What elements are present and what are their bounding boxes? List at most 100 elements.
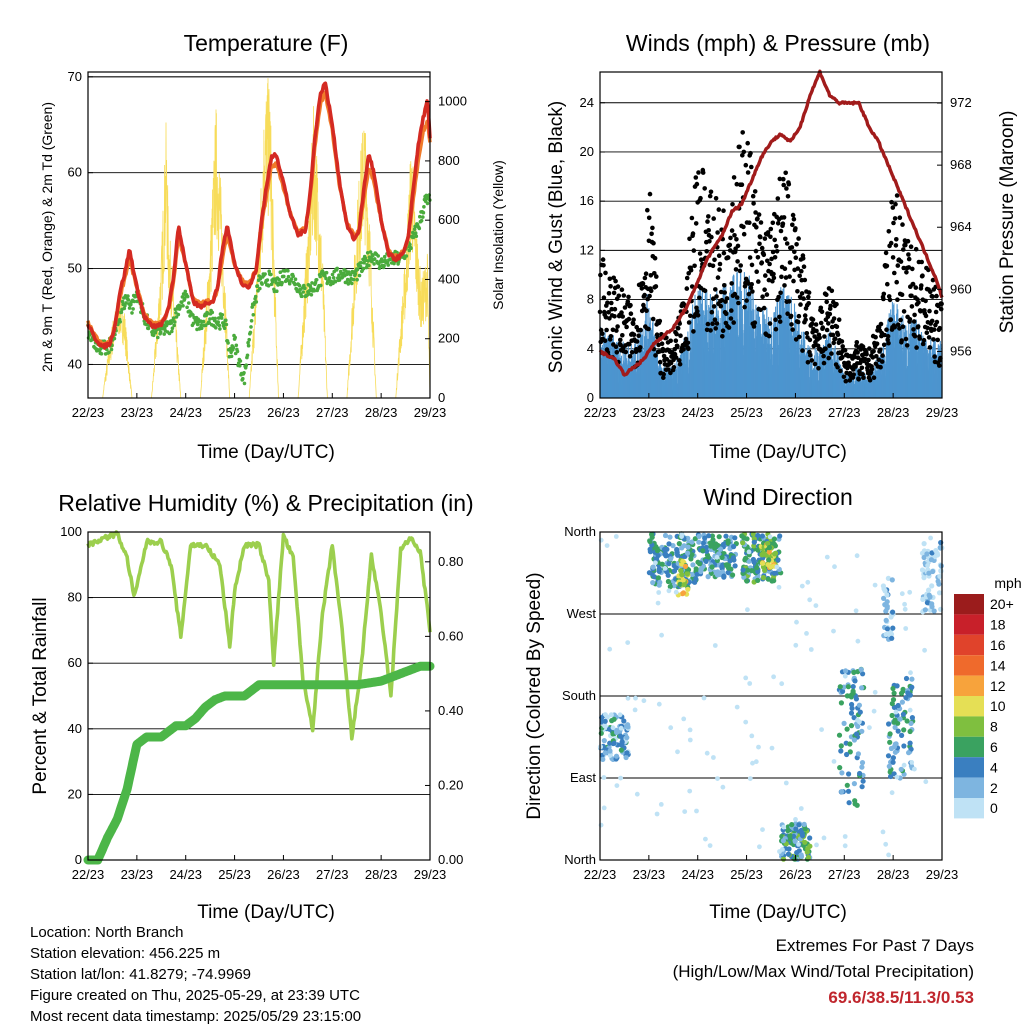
temperature-xtick-label: 29/23	[414, 405, 447, 420]
wind-gust-point	[646, 215, 652, 221]
wind-gust-point	[910, 266, 915, 272]
wind-gust-point	[704, 327, 710, 333]
direction-point	[838, 743, 844, 749]
wind-gust-point	[809, 321, 815, 327]
direction-point	[799, 583, 805, 589]
wind-gust-point	[816, 366, 821, 371]
direction-point	[772, 543, 779, 549]
wind-gust-point	[923, 298, 928, 304]
wind-gust-point	[878, 364, 883, 370]
direction-point	[844, 751, 850, 758]
wind-gust-point	[710, 321, 715, 327]
wind-gust-point	[750, 193, 756, 199]
direction-point	[624, 750, 630, 756]
wind-gust-point	[789, 322, 794, 327]
direction-point	[924, 600, 931, 606]
wind-gust-point	[741, 149, 747, 155]
wind-gust-point	[609, 306, 614, 312]
dewpoint-point	[214, 326, 218, 330]
direction-point	[693, 566, 699, 572]
humidity-xlabel: Time (Day/UTC)	[197, 902, 335, 923]
extremes-title: Extremes For Past 7 Days	[775, 936, 974, 955]
direction-point	[681, 543, 687, 549]
dewpoint-point	[372, 257, 377, 261]
wind-gust-point	[693, 175, 699, 180]
dewpoint-point	[107, 350, 111, 355]
winds-frame	[599, 71, 943, 399]
wind-gust-point	[810, 317, 816, 322]
wind-gust-point	[749, 164, 754, 170]
wind-gust-point	[869, 366, 875, 372]
direction-point	[844, 726, 850, 732]
humidity-ytick-label: 40	[68, 721, 82, 736]
temperature-ytick-right-label: 200	[438, 331, 460, 346]
wind-gust-point	[717, 267, 722, 272]
direction-point	[854, 553, 860, 559]
wind-gust-point	[652, 271, 657, 276]
wind-gust-point	[890, 205, 896, 210]
dewpoint-point	[335, 266, 340, 271]
winds-xtick-label: 23/23	[633, 405, 666, 420]
wind-gust-point	[736, 300, 741, 306]
direction-point	[680, 590, 687, 596]
dewpoint-point	[156, 335, 160, 340]
wind-gust-point	[640, 281, 646, 287]
direction-point	[725, 538, 731, 544]
wind-gust-point	[806, 294, 811, 300]
wind-gust-point	[885, 281, 890, 287]
wind-gust-point	[614, 328, 619, 333]
wind-gust-point	[778, 290, 783, 296]
direction-point	[601, 738, 607, 744]
direction-xtick-label: 29/23	[926, 867, 959, 882]
direction-point	[602, 718, 608, 724]
wind-gust-point	[829, 324, 835, 330]
wind-gust-point	[774, 249, 780, 254]
direction-point	[894, 683, 900, 689]
wind-gust-point	[784, 241, 790, 246]
direction-point	[857, 709, 863, 715]
direction-point	[793, 826, 799, 832]
direction-point	[759, 552, 765, 558]
direction-point	[937, 573, 943, 579]
wind-gust-point	[786, 299, 792, 304]
winds-ytick-right-label: 972	[950, 95, 972, 110]
wind-gust-point	[704, 249, 709, 254]
wind-gust-point	[874, 341, 880, 347]
direction-point	[709, 533, 716, 539]
wind-gust-point	[805, 360, 811, 365]
wind-gust-point	[881, 291, 887, 297]
wind-gust-point	[627, 341, 632, 347]
dewpoint-point	[260, 282, 264, 286]
temperature-ytick-label: 40	[68, 356, 82, 371]
direction-point	[681, 582, 687, 588]
direction-point	[892, 749, 899, 755]
wind-gust-point	[784, 186, 789, 191]
direction-point	[907, 728, 913, 735]
wind-gust-point	[841, 374, 847, 380]
dewpoint-point	[418, 214, 422, 219]
wind-gust-point	[619, 310, 624, 315]
dewpoint-point	[109, 347, 114, 352]
direction-point	[656, 568, 662, 575]
direction-point	[766, 557, 772, 563]
dewpoint-point	[250, 305, 254, 309]
direction-point	[785, 828, 791, 834]
wind-gust-point	[668, 360, 674, 366]
direction-point	[608, 712, 614, 718]
wind-gust-point	[926, 335, 932, 340]
direction-point	[857, 719, 862, 725]
wind-gust-point	[758, 220, 764, 225]
wind-gust-point	[797, 334, 802, 340]
direction-point	[848, 710, 855, 716]
wind-gust-point	[706, 214, 711, 219]
wind-gust-point	[807, 337, 813, 343]
dewpoint-point	[180, 300, 184, 305]
dewpoint-point	[350, 281, 354, 286]
direction-point	[618, 733, 624, 739]
humidity-xtick-label: 25/23	[218, 867, 251, 882]
winds-ytick-label: 12	[580, 242, 594, 257]
dewpoint-point	[251, 313, 256, 317]
direction-point	[734, 704, 740, 710]
wind-gust-point	[718, 289, 724, 295]
temperature-xtick-label: 22/23	[72, 405, 105, 420]
